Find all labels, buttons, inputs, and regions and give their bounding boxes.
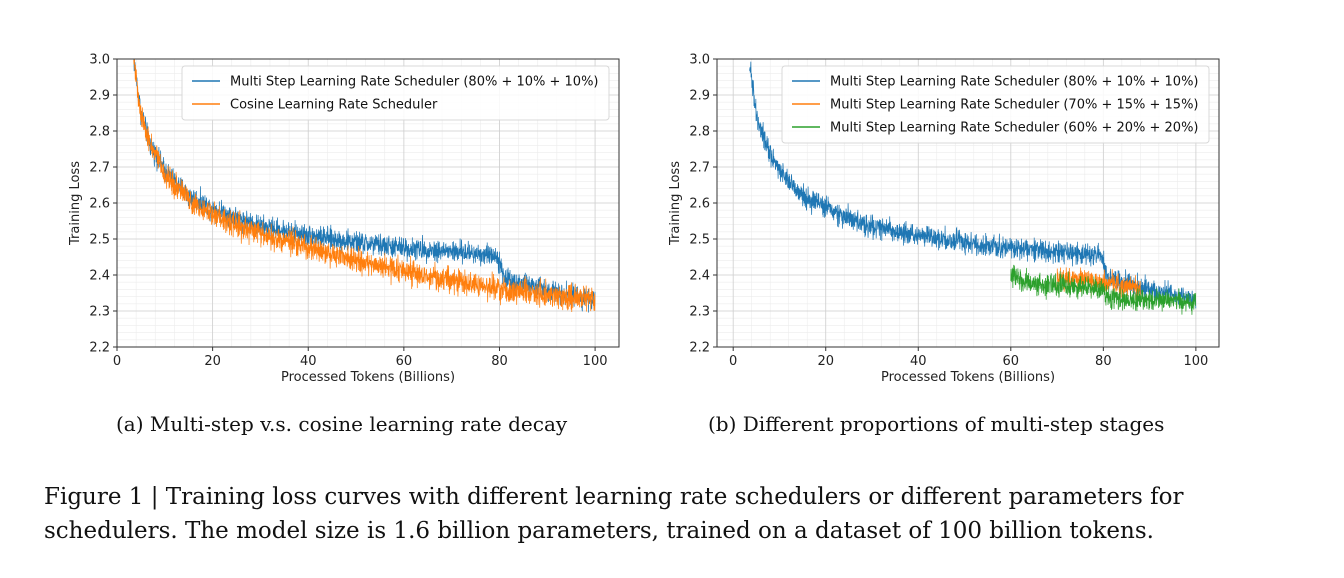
y-tick-label: 2.4 [89,269,110,284]
chart-a-svg: 2.2 2.3 2.4 2.5 2.6 2.7 2.8 2.9 3.0 0 20 40 60 80 100 P… [68,53,620,385]
legend-box [781,65,1210,144]
series-line-2 [133,59,596,313]
y-tick-label: 2.8 [689,125,710,140]
y-tick-label: 2.5 [89,233,110,248]
x-tick-label: 100 [1183,354,1208,369]
y-axis-label: Training Loss [68,161,83,246]
y-tick-label: 2.7 [689,161,710,176]
y-tick-label: 2.8 [89,125,110,140]
x-tick-label: 20 [817,354,834,369]
y-tick-label: 2.3 [689,305,710,320]
x-tick-label: 0 [729,354,737,369]
legend: Multi Step Learning Rate Scheduler (80% … [181,65,610,121]
chart-panel-b: 2.2 2.3 2.4 2.5 2.6 2.7 2.8 2.9 3.0 0 20 40 60 80 100 P… [620,44,1220,392]
x-tick-label: 40 [300,354,317,369]
x-tick-label: 40 [910,354,927,369]
legend-label-3: Multi Step Learning Rate Scheduler (60% … [830,121,1199,136]
y-tick-label: 2.3 [89,305,110,320]
legend: Multi Step Learning Rate Scheduler (80% … [781,65,1210,144]
y-tick-label: 3.0 [689,53,710,68]
legend-label-2: Cosine Learning Rate Scheduler [230,98,438,113]
y-tick-label: 2.6 [89,197,110,212]
y-tick-label: 2.2 [689,341,710,356]
y-tick-label: 2.2 [89,341,110,356]
x-axis-label: Processed Tokens (Billions) [281,370,455,385]
y-tick-label: 3.0 [89,53,110,68]
legend-label-1: Multi Step Learning Rate Scheduler (80% … [830,75,1199,90]
y-tick-label: 2.9 [89,89,110,104]
subcaption-b: (b) Different proportions of multi-step … [708,412,1165,436]
legend-box [181,65,610,121]
y-tick-label: 2.6 [689,197,710,212]
chart-panel-a: 2.2 2.3 2.4 2.5 2.6 2.7 2.8 2.9 3.0 0 20 40 60 80 100 P… [20,44,620,392]
series-line-1 [749,61,1197,310]
y-axis-label: Training Loss [668,161,683,246]
x-tick-label: 80 [1095,354,1112,369]
x-axis-label: Processed Tokens (Billions) [881,370,1055,385]
legend-label-1: Multi Step Learning Rate Scheduler (80% … [230,75,599,90]
x-tick-label: 0 [113,354,121,369]
legend-label-2: Multi Step Learning Rate Scheduler (70% … [830,98,1199,113]
y-tick-label: 2.4 [689,269,710,284]
y-tick-label: 2.9 [689,89,710,104]
chart-b-svg: 2.2 2.3 2.4 2.5 2.6 2.7 2.8 2.9 3.0 0 20 40 60 80 100 P… [668,53,1220,385]
subcaption-a: (a) Multi-step v.s. cosine learning rate… [116,412,568,436]
x-tick-label: 100 [583,354,608,369]
series-line-3 [1010,264,1197,315]
y-tick-label: 2.7 [89,161,110,176]
figure-caption: Figure 1 | Training loss curves with dif… [44,484,1184,544]
x-tick-label: 20 [204,354,221,369]
y-tick-label: 2.5 [689,233,710,248]
x-tick-label: 60 [1003,354,1020,369]
x-tick-label: 60 [396,354,413,369]
x-tick-label: 80 [491,354,508,369]
